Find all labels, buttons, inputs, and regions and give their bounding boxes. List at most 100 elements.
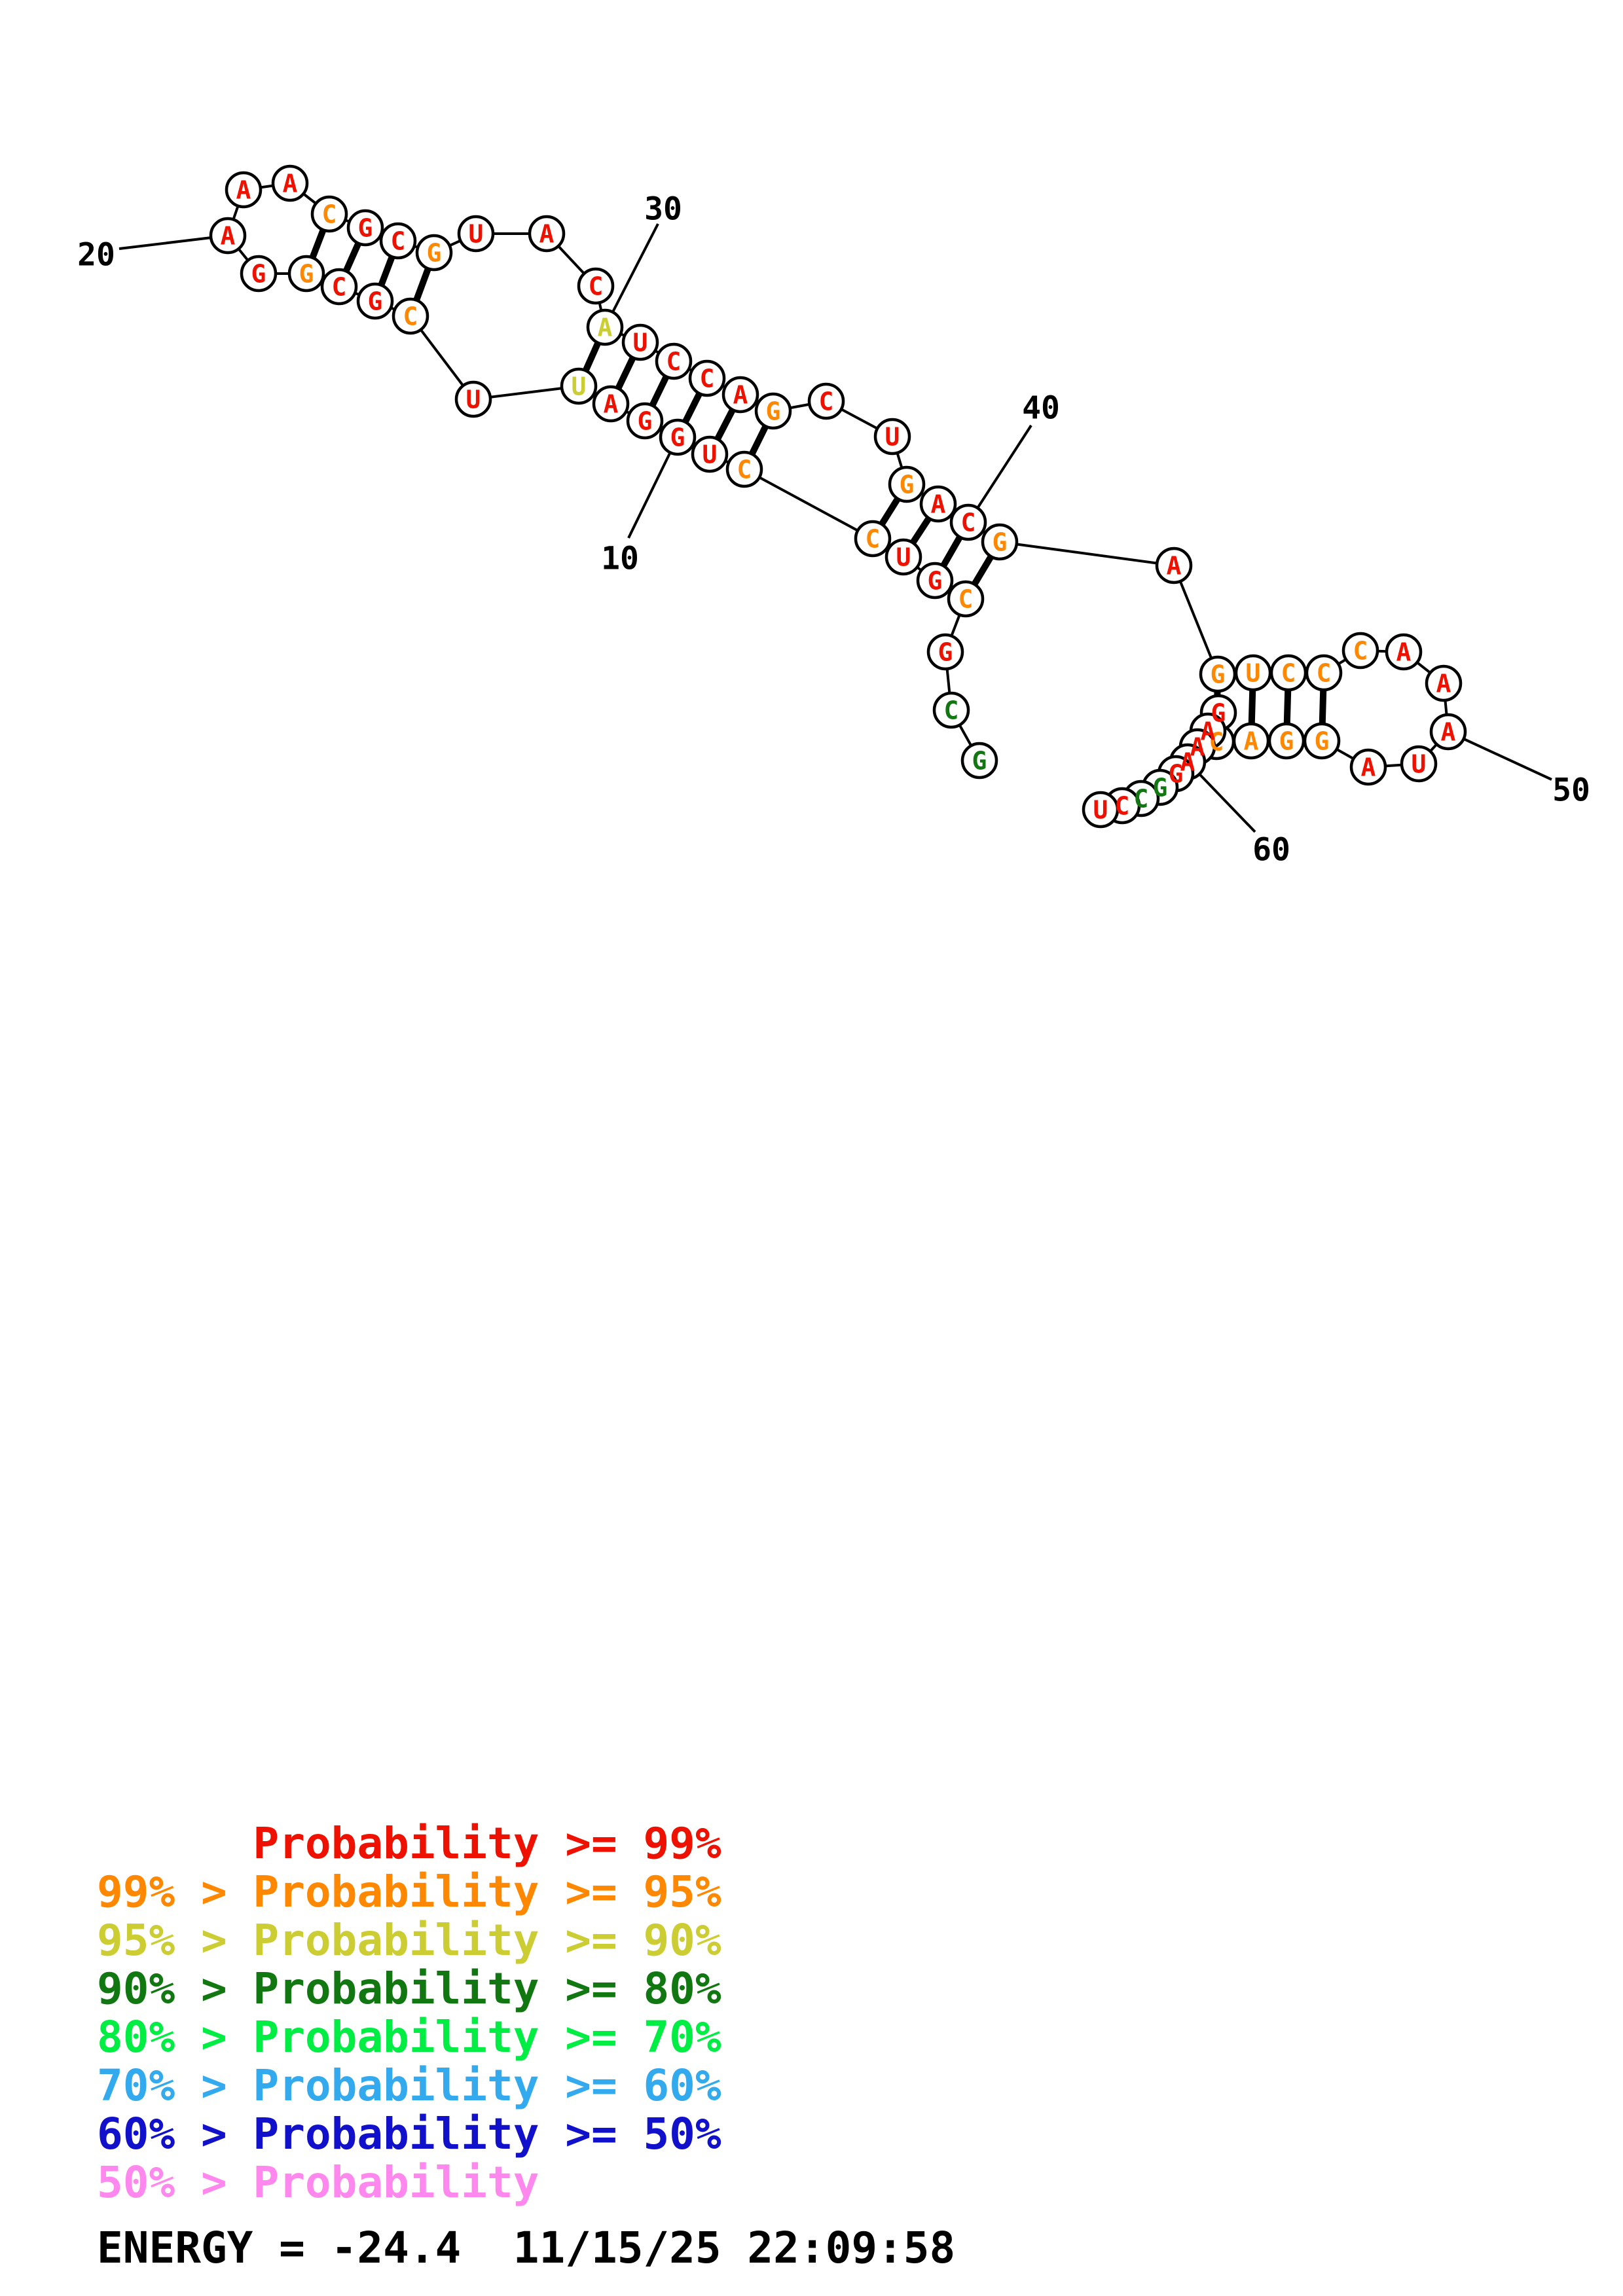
position-label: 20 (77, 236, 115, 273)
nucleotide-base: G (900, 471, 915, 499)
nucleotide-circle (754, 392, 792, 430)
backbone-segment (999, 541, 1175, 567)
nucleotide-circle (346, 209, 384, 247)
nucleotide-circle (981, 523, 1019, 561)
nucleotide-circle (454, 380, 492, 418)
nucleotide-circle (1349, 748, 1387, 786)
nucleotide-base: C (944, 696, 959, 725)
legend-row: 95% > Probability >= 90% (97, 1915, 721, 1965)
nucleotide-circle (560, 367, 598, 405)
nucleotide-circle (1425, 664, 1463, 702)
nucleotide-circle (688, 359, 726, 397)
nucleotide-base: G (993, 528, 1008, 557)
nucleotide-base: G (1315, 727, 1330, 756)
nucleotide-circle (225, 171, 263, 209)
nucleotide-circle (659, 418, 697, 456)
nucleotide-base: G (972, 747, 987, 776)
nucleotide-circle (457, 215, 495, 253)
legend-row: 90% > Probability >= 80% (97, 1964, 721, 2014)
nucleotide-circle (240, 255, 278, 293)
nucleotide-base: G (299, 260, 314, 289)
nucleotide-base: A (539, 220, 555, 249)
nucleotide-base: A (283, 170, 298, 198)
nucleotide-base: U (1412, 750, 1427, 779)
nucleotide-circle (379, 222, 417, 260)
nucleotide-base: A (1441, 718, 1456, 747)
nucleotide-base: C (737, 456, 752, 484)
nucleotide-circle (1385, 633, 1423, 671)
nucleotide-base: G (766, 397, 781, 426)
nucleotide-circle (655, 342, 693, 380)
position-leader-line (1448, 730, 1552, 781)
nucleotide-circle (949, 503, 987, 541)
nucleotide-base: A (1244, 727, 1259, 756)
backbone-segment (744, 468, 873, 540)
nucleotide-base: G (638, 407, 653, 436)
nucleotide-circle (392, 297, 429, 335)
backbone-segment (1173, 565, 1219, 675)
nucleotide-base: U (885, 423, 900, 452)
nucleotide-circle (916, 562, 954, 600)
nucleotide-circle (310, 195, 348, 233)
position-leader-line (604, 223, 659, 328)
nucleotide-base: C (1115, 792, 1130, 821)
nucleotide-base: G (1153, 774, 1168, 802)
nucleotide-base: A (236, 176, 251, 205)
legend-row: 70% > Probability >= 60% (97, 2060, 721, 2111)
nucleotide-base: U (633, 329, 648, 357)
nucleotide-circle (287, 255, 325, 293)
legend-row: 60% > Probability >= 50% (97, 2109, 721, 2159)
nucleotide-base: C (866, 525, 881, 554)
nucleotide-base: A (1180, 748, 1195, 777)
nucleotide-base: G (670, 423, 685, 452)
nucleotide-base: G (358, 214, 373, 243)
nucleotide-circle (1155, 547, 1193, 584)
nucleotide-circle (626, 402, 664, 440)
nucleotide-circle (1082, 791, 1120, 829)
nucleotide-circle (209, 217, 247, 255)
nucleotide-circle (1305, 654, 1343, 692)
nucleotide-circle (960, 742, 998, 780)
nucleotide-circle (621, 323, 659, 361)
nucleotide-base: C (700, 365, 715, 393)
position-leader-line (627, 437, 679, 539)
legend-row: 99% > Probability >= 95% (97, 1867, 721, 1917)
nucleotide-base: U (702, 440, 718, 469)
nucleotide-base: G (1211, 699, 1226, 728)
nucleotide-circle (415, 234, 453, 272)
nucleotide-circle (873, 418, 911, 456)
nucleotide-base: G (1211, 660, 1226, 689)
nucleotide-circle (725, 450, 763, 488)
legend-row: 80% > Probability >= 70% (97, 2012, 721, 2062)
nucleotide-base: C (403, 302, 418, 331)
position-label: 30 (644, 190, 682, 227)
position-label: 60 (1252, 831, 1290, 868)
nucleotide-base: A (221, 222, 236, 251)
nucleotide-base: C (819, 387, 834, 416)
nucleotide-circle (932, 691, 970, 729)
nucleotide-circle (721, 376, 759, 414)
nucleotide-base: C (332, 273, 347, 302)
nucleotide-base: U (896, 543, 911, 572)
nucleotide-circle (577, 267, 615, 305)
nucleotide-base: C (589, 272, 604, 301)
nucleotide-circle (1429, 713, 1467, 751)
nucleotide-base: C (322, 200, 337, 229)
nucleotide-base: A (1201, 717, 1216, 746)
nucleotide-base: U (1093, 796, 1108, 825)
legend-row: 50% > Probability (97, 2157, 539, 2208)
nucleotide-base: C (1209, 728, 1224, 757)
nucleotide-circle (356, 282, 394, 320)
nucleotide-base: A (733, 381, 748, 410)
nucleotide-base: C (1134, 785, 1149, 814)
nucleotide-base: G (251, 260, 266, 289)
nucleotide-circle (807, 382, 845, 420)
nucleotide-base: C (1353, 637, 1368, 666)
nucleotide-base: A (1361, 753, 1376, 782)
nucleotide-base: U (469, 220, 484, 249)
nucleotide-circle (919, 485, 957, 523)
nucleotide-circle (854, 520, 892, 558)
nucleotide-circle (1341, 632, 1379, 670)
